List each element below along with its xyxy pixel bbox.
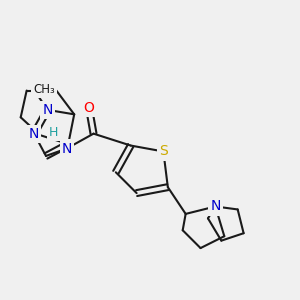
Text: S: S: [159, 145, 168, 158]
Text: N: N: [61, 142, 72, 155]
Text: N: N: [42, 103, 52, 117]
Text: O: O: [84, 101, 94, 116]
Text: N: N: [210, 200, 220, 214]
Text: CH₃: CH₃: [34, 82, 56, 96]
Text: N: N: [29, 127, 39, 141]
Text: H: H: [49, 126, 58, 139]
